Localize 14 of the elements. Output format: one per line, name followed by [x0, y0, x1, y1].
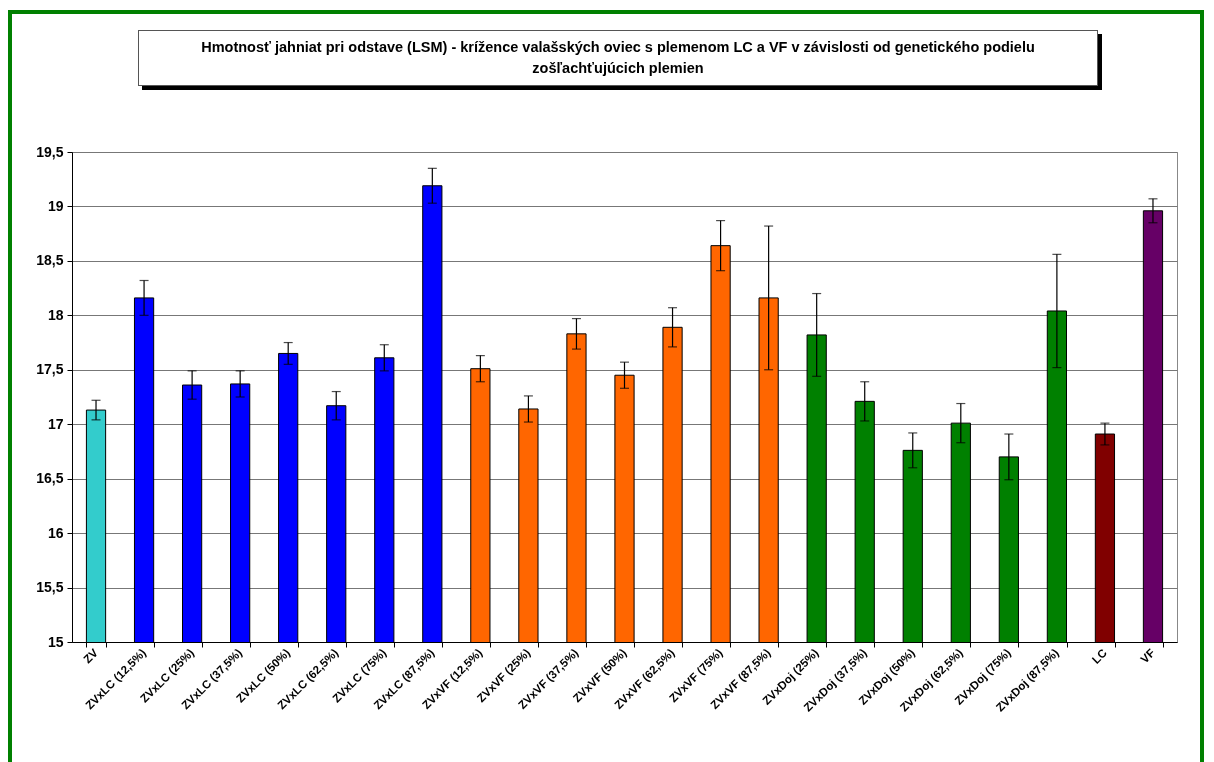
y-tick-label: 18,5 [36, 252, 64, 269]
y-tick-label: 15 [47, 633, 64, 650]
x-tick-label: ZV [81, 646, 101, 666]
y-tick-label: 19 [47, 197, 64, 214]
chart-title: Hmotnosť jahniat pri odstave (LSM) - krížence valašských oviec s plemenom LC a VF v závislosti od genetického podielu zošľachťujúcich plemien [138, 30, 1098, 86]
x-tick-label: LC [1089, 646, 1109, 666]
y-tick-label: 15,5 [36, 579, 64, 596]
y-tick-label: 17,5 [36, 361, 64, 378]
y-tick-label: 18 [47, 306, 64, 323]
y-tick-label: 16 [47, 524, 64, 541]
y-tick-label: 19,5 [36, 143, 64, 160]
x-tick-label: VF [1138, 646, 1158, 666]
y-tick-label: 17 [47, 415, 64, 432]
y-tick-label: 16,5 [36, 470, 64, 487]
